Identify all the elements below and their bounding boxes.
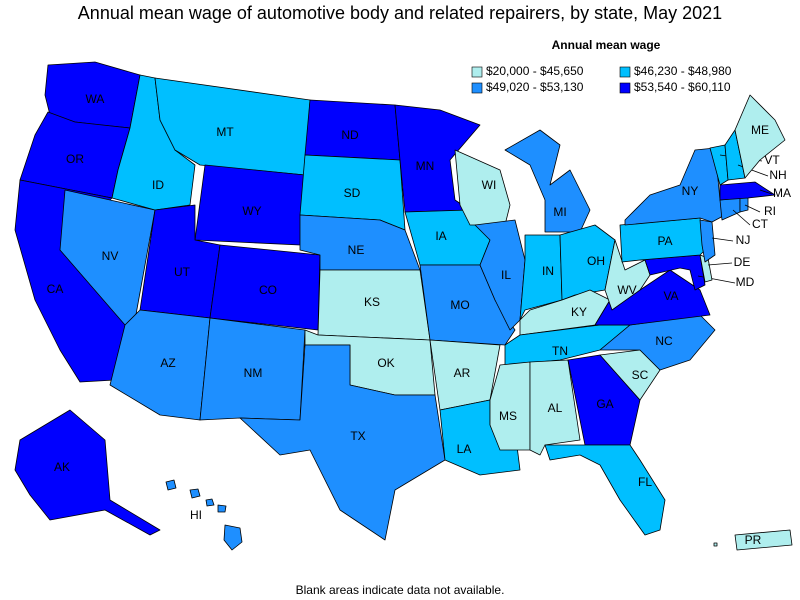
state-shape [165, 479, 243, 551]
state-label: WY [242, 204, 261, 218]
leader-line [744, 204, 761, 213]
state-label: NJ [736, 233, 751, 247]
state-label: IN [542, 264, 554, 278]
footnote: Blank areas indicate data not available. [296, 583, 505, 597]
state-shape [734, 94, 786, 179]
leader-line [707, 262, 733, 266]
state-label: MS [499, 409, 517, 423]
state-label: AZ [160, 356, 175, 370]
state-label: HI [190, 508, 202, 522]
state-label: MA [773, 186, 791, 200]
state-label: MD [736, 275, 755, 289]
state-label: ME [751, 123, 769, 137]
state-label: IL [501, 268, 511, 282]
state-label: WI [482, 178, 497, 192]
state-label: MT [216, 125, 234, 139]
leader-line [711, 237, 734, 242]
state-shape [544, 444, 666, 536]
legend-swatch [471, 66, 483, 78]
state-shape [239, 344, 446, 541]
state-label: PA [657, 234, 672, 248]
state-label: CO [259, 283, 277, 297]
legend-swatch [619, 82, 631, 94]
state-shape [489, 361, 531, 451]
state-label: KY [571, 305, 587, 319]
state-label: VT [764, 153, 780, 167]
legend-label: $20,000 - $45,650 [486, 64, 584, 78]
state-label: TN [552, 344, 568, 358]
state-shape [504, 129, 591, 233]
state-label: UT [174, 265, 191, 279]
state-label: OK [377, 356, 394, 370]
legend-label: $53,540 - $60,110 [634, 80, 731, 94]
state-label: AK [54, 460, 70, 474]
state-label: FL [638, 475, 652, 489]
state-shape [474, 219, 526, 331]
state-label: GA [596, 397, 613, 411]
state-label: NV [102, 249, 119, 263]
state-label: MI [553, 205, 566, 219]
state-label: AL [548, 401, 563, 415]
legend-swatch [619, 66, 631, 78]
state-shape [739, 197, 749, 213]
state-label: SC [632, 368, 649, 382]
state-shape [567, 354, 641, 446]
state-label: WV [617, 283, 636, 297]
map-title: Annual mean wage of automotive body and … [78, 3, 722, 23]
state-shape [394, 104, 481, 213]
legend-swatch [471, 82, 483, 94]
state-label: MN [416, 159, 435, 173]
state-label: PR [745, 533, 762, 547]
state-shape [719, 197, 741, 221]
state-label: RI [764, 204, 776, 218]
legend-label: $46,230 - $48,980 [634, 64, 732, 78]
state-label: CT [752, 217, 769, 231]
state-label: WA [86, 92, 105, 106]
state-label: ND [341, 128, 359, 142]
state-label: NC [655, 334, 673, 348]
state-label: NH [769, 168, 786, 182]
state-label: SD [344, 186, 361, 200]
state-label: NY [682, 184, 699, 198]
state-shape [713, 529, 793, 551]
state-label: MO [450, 298, 469, 312]
state-label: DE [734, 255, 751, 269]
state-label: IA [435, 229, 446, 243]
state-shape [719, 181, 776, 201]
state-label: ID [152, 178, 164, 192]
state-label: AR [454, 366, 471, 380]
leader-line [732, 209, 751, 226]
state-shape [14, 409, 161, 536]
state-label: TX [350, 429, 365, 443]
legend-label: $49,020 - $53,130 [486, 80, 584, 94]
state-shape [624, 147, 726, 226]
leader-line [759, 189, 773, 195]
state-label: NM [244, 366, 263, 380]
state-label: KS [364, 295, 380, 309]
legend-title: Annual mean wage [552, 38, 661, 52]
state-label: OR [66, 152, 84, 166]
state-label: LA [457, 442, 472, 456]
state-label: OH [587, 254, 605, 268]
state-label: CA [47, 282, 64, 296]
state-label: VA [663, 289, 678, 303]
state-label: NE [348, 243, 365, 257]
